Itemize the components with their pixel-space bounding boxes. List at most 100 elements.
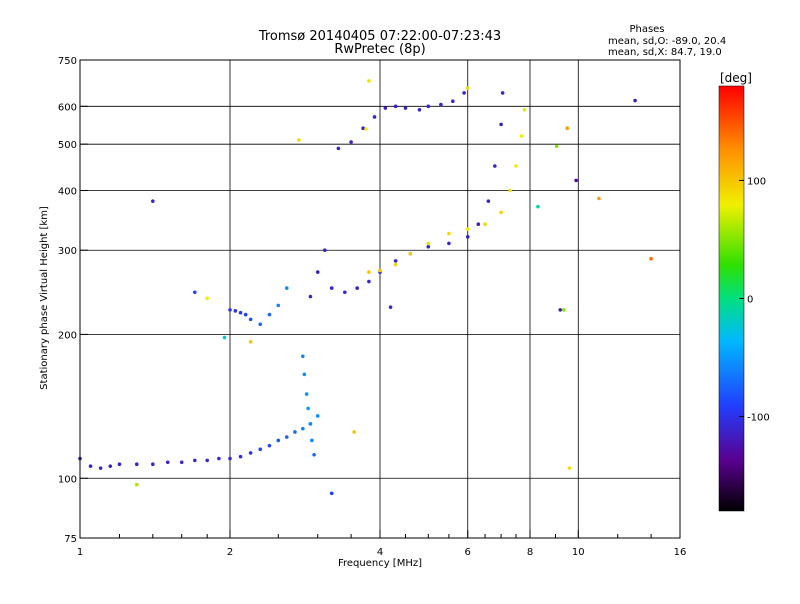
data-point xyxy=(426,241,431,246)
data-point xyxy=(267,443,272,448)
y-axis-label: Stationary phase Virtual Height [km] xyxy=(39,206,50,390)
data-point xyxy=(267,312,272,317)
y-tick-label: 500 xyxy=(58,140,77,151)
data-point xyxy=(486,199,491,203)
data-point xyxy=(417,108,422,112)
data-point xyxy=(499,210,503,215)
data-point xyxy=(476,222,481,227)
data-point xyxy=(462,91,466,95)
data-point xyxy=(426,104,431,109)
data-point xyxy=(393,262,398,267)
data-point xyxy=(315,270,320,274)
data-point xyxy=(536,204,540,209)
series-group xyxy=(336,91,466,151)
y-tick-label: 750 xyxy=(58,56,77,67)
data-point xyxy=(248,451,253,455)
data-point xyxy=(372,115,377,119)
data-point xyxy=(364,127,368,131)
y-tick-label: 300 xyxy=(58,246,77,257)
series-group xyxy=(301,354,316,457)
data-point xyxy=(561,308,566,312)
data-point xyxy=(367,270,371,274)
data-point xyxy=(108,464,113,468)
data-point xyxy=(565,126,569,130)
series-group xyxy=(367,108,527,274)
data-point xyxy=(355,286,359,290)
data-point xyxy=(248,317,253,322)
data-point xyxy=(228,456,232,461)
series-group xyxy=(78,414,320,470)
data-point xyxy=(649,256,653,261)
data-point xyxy=(306,406,310,411)
data-point xyxy=(336,146,341,151)
data-point xyxy=(276,438,281,443)
data-point xyxy=(304,392,309,396)
y-tick-label: 200 xyxy=(58,330,77,341)
data-point xyxy=(499,122,503,127)
y-tick-label: 600 xyxy=(58,102,77,113)
data-point xyxy=(302,372,307,377)
x-tick-label: 6 xyxy=(465,547,471,558)
data-point xyxy=(554,144,559,149)
data-point xyxy=(228,308,232,312)
data-point xyxy=(343,290,347,295)
data-point xyxy=(233,309,238,313)
data-point xyxy=(297,138,301,142)
data-point xyxy=(403,106,408,110)
data-point xyxy=(597,196,601,201)
grid-lines xyxy=(80,60,680,538)
data-point xyxy=(284,286,289,290)
data-point xyxy=(258,322,263,327)
data-point xyxy=(352,430,356,434)
x-tick-label: 10 xyxy=(572,547,585,558)
data-point xyxy=(367,79,371,83)
x-tick-label: 4 xyxy=(377,547,383,558)
data-point xyxy=(165,460,170,465)
data-point xyxy=(222,335,227,340)
data-point xyxy=(388,305,393,309)
stats-header: Phases xyxy=(629,24,664,35)
data-point xyxy=(238,310,243,315)
x-tick-label: 8 xyxy=(527,547,533,558)
data-point xyxy=(301,354,305,359)
data-point xyxy=(493,164,497,168)
data-point xyxy=(514,164,518,168)
data-point xyxy=(205,458,209,463)
data-point xyxy=(465,235,470,239)
data-point xyxy=(117,462,122,467)
data-point xyxy=(367,279,371,284)
series-group xyxy=(308,91,505,299)
data-point xyxy=(301,426,305,431)
data-point xyxy=(193,290,197,295)
colorbar-label: [deg] xyxy=(720,71,752,85)
data-point xyxy=(258,447,263,452)
data-point xyxy=(217,456,221,461)
chart-subtitle: RwPretec (8p) xyxy=(334,42,425,57)
data-point xyxy=(447,241,451,246)
data-point xyxy=(243,312,248,317)
data-point xyxy=(426,244,431,249)
data-point xyxy=(383,106,388,110)
stats-x-mode: mean, sd,X: 84.7, 19.0 xyxy=(608,47,722,58)
y-tick-label: 100 xyxy=(58,474,77,485)
x-tick-label: 16 xyxy=(674,547,687,558)
colorbar-tick-label: 0 xyxy=(747,295,753,306)
data-point xyxy=(508,188,512,193)
data-point xyxy=(567,466,572,470)
data-point xyxy=(439,102,443,107)
data-point xyxy=(308,294,313,299)
data-point xyxy=(447,231,451,236)
data-point xyxy=(134,462,139,467)
data-point xyxy=(98,466,103,470)
data-point xyxy=(361,126,365,130)
x-tick-label: 2 xyxy=(227,547,233,558)
x-tick-label: 1 xyxy=(77,547,83,558)
data-point xyxy=(393,104,398,109)
data-point xyxy=(519,134,524,138)
data-point xyxy=(88,464,93,468)
data-point xyxy=(205,296,209,301)
data-point xyxy=(284,435,289,439)
y-tick-label: 75 xyxy=(64,534,77,545)
data-point xyxy=(329,491,334,496)
